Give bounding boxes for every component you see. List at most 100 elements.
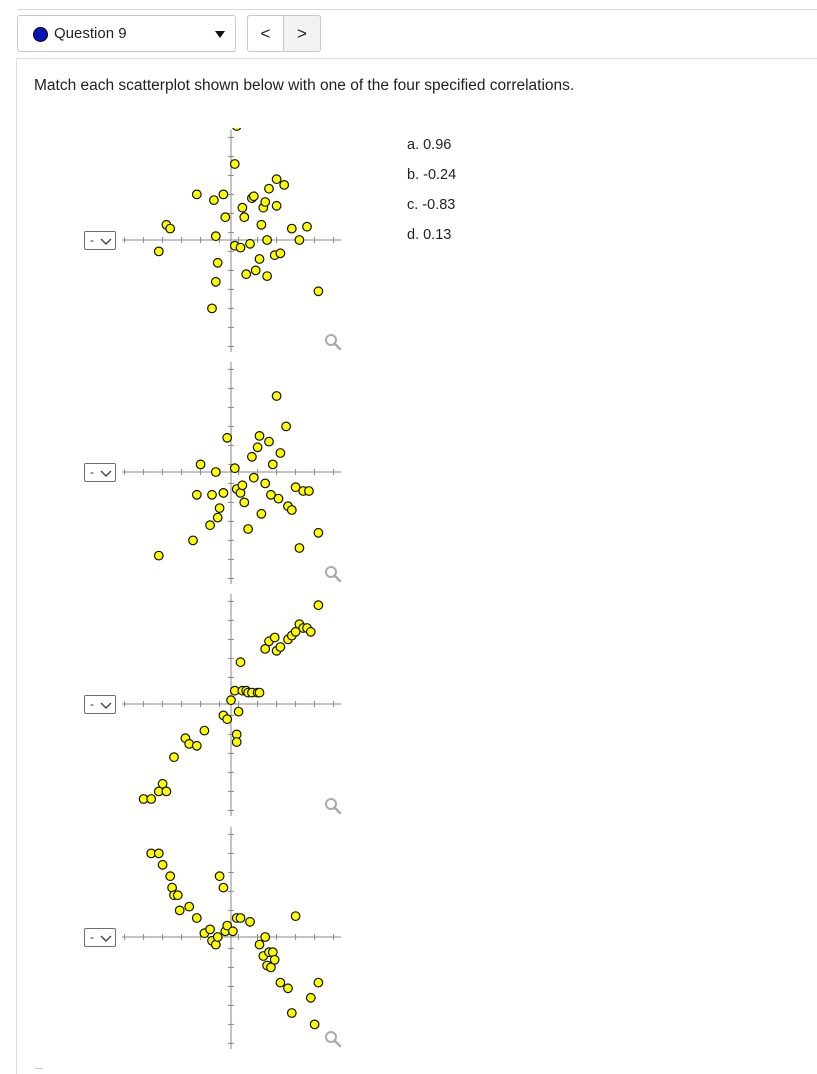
data-point <box>265 962 276 973</box>
data-point <box>260 197 271 207</box>
data-point <box>267 459 278 470</box>
magnify-icon[interactable] <box>324 565 342 583</box>
correlation-options: a. 0.96 b. -0.24 c. -0.83 d. 0.13 <box>407 136 456 256</box>
option-d: d. 0.13 <box>407 227 452 243</box>
data-point <box>256 508 267 519</box>
data-point <box>222 432 233 443</box>
question-panel <box>16 58 817 1074</box>
correlation-dropdown-4[interactable]: - <box>84 928 116 947</box>
data-point <box>212 932 223 942</box>
correlation-dropdown-1[interactable]: - <box>84 231 116 250</box>
scatterplot-3 <box>122 594 341 816</box>
scatterplot-1 <box>122 128 341 352</box>
magnify-icon[interactable] <box>324 333 342 351</box>
data-point <box>290 911 301 921</box>
data-point <box>271 174 282 185</box>
data-point <box>218 882 229 893</box>
data-point <box>226 695 236 706</box>
data-point <box>305 626 316 637</box>
data-point <box>273 493 284 504</box>
data-point <box>191 489 202 500</box>
data-point <box>188 535 198 546</box>
data-point <box>302 221 312 232</box>
scatterplot-4 <box>122 827 341 1049</box>
data-point <box>239 212 250 223</box>
data-point <box>233 706 244 717</box>
next-question-button[interactable]: > <box>284 15 321 52</box>
dropdown-value: - <box>90 233 94 247</box>
data-point <box>275 448 286 458</box>
data-point <box>264 436 274 447</box>
panel-corner <box>35 1068 43 1069</box>
data-point <box>275 248 286 259</box>
data-point <box>174 905 185 916</box>
data-point <box>235 657 246 668</box>
data-point <box>237 202 248 213</box>
data-point <box>313 977 324 988</box>
correlation-dropdown-2[interactable]: - <box>84 463 116 482</box>
data-point <box>153 246 164 257</box>
chevron-down-icon <box>100 702 112 709</box>
data-point <box>205 520 215 531</box>
magnify-icon[interactable] <box>324 797 342 815</box>
data-point <box>199 725 210 736</box>
data-point <box>239 497 250 508</box>
data-point <box>294 235 305 245</box>
data-point <box>191 740 202 751</box>
data-point <box>235 913 246 923</box>
data-point <box>269 954 280 965</box>
data-point <box>290 482 301 493</box>
chevron-down-icon <box>100 470 112 477</box>
scatterplot-2 <box>122 362 341 584</box>
chevron-right-icon: > <box>297 23 307 43</box>
data-point <box>254 939 265 950</box>
data-point <box>218 189 229 200</box>
data-point <box>260 644 271 654</box>
data-point <box>286 223 297 234</box>
data-point <box>237 480 248 491</box>
dropdown-value: - <box>90 697 94 711</box>
data-point <box>279 180 290 190</box>
data-point <box>153 848 164 859</box>
data-point <box>246 451 257 462</box>
previous-question-button[interactable]: < <box>247 15 284 52</box>
option-c: c. -0.83 <box>407 197 456 213</box>
data-point <box>172 890 183 901</box>
data-point <box>252 442 263 453</box>
data-point <box>313 527 324 538</box>
data-point <box>191 913 202 923</box>
data-point <box>195 459 206 470</box>
chevron-down-icon <box>100 238 112 245</box>
data-point <box>256 219 267 230</box>
option-a: a. 0.96 <box>407 137 452 153</box>
data-point <box>281 421 292 432</box>
data-point <box>313 286 324 297</box>
data-point <box>205 924 215 935</box>
data-point <box>218 487 229 498</box>
data-point <box>220 212 231 223</box>
data-point <box>271 391 282 401</box>
data-point <box>265 489 276 500</box>
data-point <box>207 489 217 500</box>
chevron-left-icon: < <box>260 23 271 43</box>
data-point <box>294 543 305 553</box>
data-point <box>210 276 221 287</box>
chevron-down-icon <box>100 935 112 942</box>
correlation-dropdown-3[interactable]: - <box>84 695 116 714</box>
data-point <box>260 478 271 489</box>
data-point <box>254 430 265 441</box>
data-point <box>208 195 219 205</box>
data-point <box>262 235 273 245</box>
magnify-icon[interactable] <box>324 1030 342 1048</box>
question-selector[interactable]: Question 9 <box>17 15 236 52</box>
data-point <box>245 916 255 927</box>
data-point <box>214 503 225 514</box>
data-point <box>227 926 238 937</box>
data-point <box>232 128 242 131</box>
dropdown-value: - <box>90 465 94 479</box>
data-point <box>210 467 221 477</box>
data-point <box>245 238 255 249</box>
question-label: Question 9 <box>54 25 127 42</box>
data-point <box>165 223 176 234</box>
data-point <box>229 463 240 474</box>
